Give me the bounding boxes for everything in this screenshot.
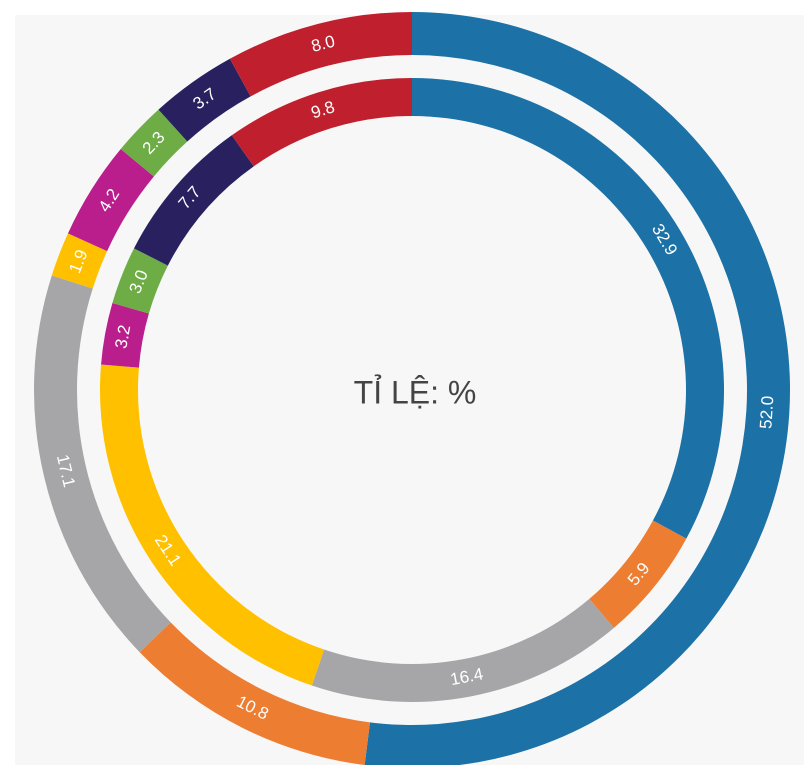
donut-segment [311, 598, 614, 703]
donut-segment [589, 520, 687, 628]
donut-segment [99, 364, 325, 686]
donut-segment [112, 248, 168, 314]
value-label: 3.2 [111, 323, 134, 350]
donut-segment [120, 109, 188, 177]
donut-segment [51, 233, 108, 289]
donut-segment [158, 58, 251, 142]
value-label: 52.0 [756, 395, 777, 429]
donut-segment [412, 78, 724, 539]
donut-segment [134, 135, 254, 266]
donut-segment [139, 622, 371, 765]
donut-segment [231, 78, 412, 167]
donut-segment [229, 12, 412, 97]
center-label: TỈ LỆ: % [354, 374, 477, 410]
donut-segment [67, 149, 154, 252]
donut-segment [101, 302, 149, 368]
donut-segment [33, 275, 171, 653]
